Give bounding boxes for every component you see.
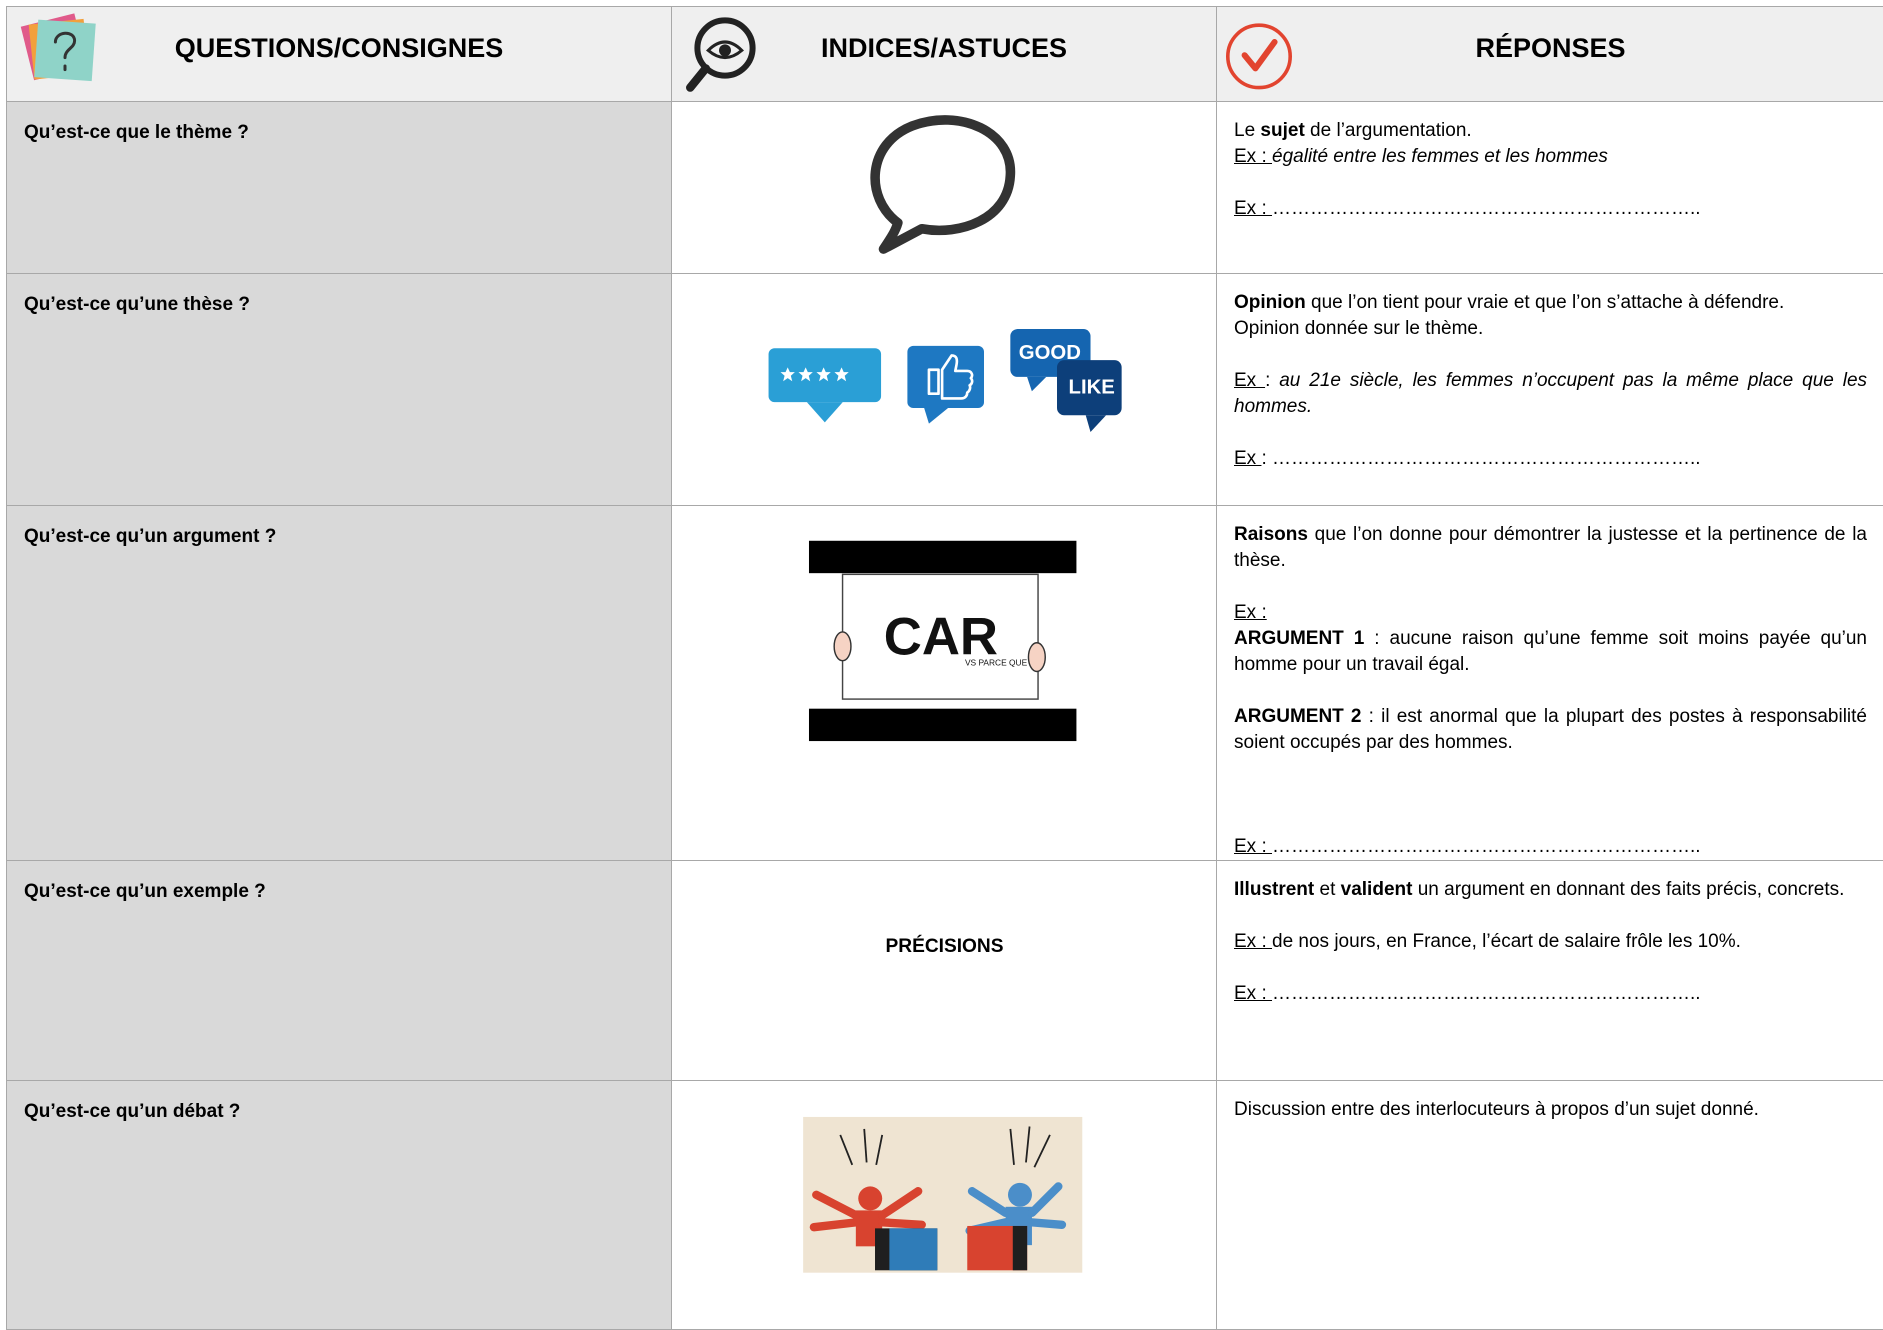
badge-text: GOOD: [1019, 342, 1081, 364]
answer-text: valident: [1341, 879, 1413, 900]
hint: [672, 102, 1217, 274]
column-header: RÉPONSES: [1217, 7, 1883, 102]
answer-text: un argument en donnant des faits précis,…: [1412, 879, 1844, 900]
hint: GOOD LIKE: [672, 274, 1217, 506]
speech-bubble-icon: [672, 102, 1217, 273]
answer-text: Ex: [1234, 448, 1261, 469]
answer-text: …………………………………………………………..: [1272, 983, 1701, 1004]
answer-line: Illustrent et valident un argument en do…: [1234, 877, 1867, 903]
hint: PRÉCISIONS: [672, 861, 1217, 1081]
answer: Illustrent et valident un argument en do…: [1217, 861, 1883, 1081]
answer-paragraph: Ex : au 21e siècle, les femmes n’occupen…: [1234, 368, 1867, 420]
answer-text: Ex :: [1234, 198, 1272, 219]
answer-line: Opinion que l’on tient pour vraie et que…: [1234, 290, 1867, 316]
answer-paragraph: Ex : …………………………………………………………..: [1234, 834, 1867, 860]
answer-line: Ex : …………………………………………………………..: [1234, 834, 1867, 860]
answer-text: de nos jours, en France, l’écart de sala…: [1272, 931, 1741, 952]
row: Qu’est-ce qu’un débat ?: [7, 1081, 1883, 1330]
debate-illustration: [672, 1081, 1217, 1329]
answer-text: Opinion donnée sur le thème.: [1234, 318, 1483, 339]
answer-text: que l’on tient pour vraie et que l’on s’…: [1306, 292, 1785, 313]
answer-paragraph: Ex : …………………………………………………………..: [1234, 446, 1867, 472]
answer-line: Discussion entre des interlocuteurs à pr…: [1234, 1097, 1867, 1123]
answer-paragraph: Ex : …………………………………………………………..: [1234, 196, 1867, 222]
answer-text: …………………………………………………………..: [1272, 198, 1701, 219]
row: Qu’est-ce que le thème ? Le sujet de l’a…: [7, 102, 1883, 274]
column-header: INDICES/ASTUCES: [672, 7, 1217, 102]
hint-text-box: PRÉCISIONS: [672, 861, 1217, 1080]
answer-line: Ex :: [1234, 600, 1867, 626]
answer-text: ARGUMENT 1: [1234, 628, 1364, 649]
answer-paragraph: Discussion entre des interlocuteurs à pr…: [1234, 1097, 1867, 1123]
answer-text: Ex: [1234, 370, 1265, 391]
answer-text: Ex :: [1234, 931, 1272, 952]
answer-paragraph: Raisons que l’on donne pour démontrer la…: [1234, 522, 1867, 574]
answer: Discussion entre des interlocuteurs à pr…: [1217, 1081, 1883, 1330]
answer-text: que l’on donne pour démontrer la justess…: [1234, 524, 1867, 571]
answer-paragraph: Illustrent et valident un argument en do…: [1234, 877, 1867, 903]
answer-text: égalité entre les femmes et les hommes: [1272, 146, 1608, 167]
answer-line: Ex : de nos jours, en France, l’écart de…: [1234, 929, 1867, 955]
row: Qu’est-ce qu’une thèse ? GOOD LIKE: [7, 274, 1883, 506]
answer: Raisons que l’on donne pour démontrer la…: [1217, 506, 1883, 861]
answer-line: ARGUMENT 2 : il est anormal que la plupa…: [1234, 704, 1867, 756]
answer-text: au 21e siècle, les femmes n’occupent pas…: [1234, 370, 1867, 417]
answer-line: Ex : au 21e siècle, les femmes n’occupen…: [1234, 368, 1867, 420]
answer-text: Discussion entre des interlocuteurs à pr…: [1234, 1099, 1759, 1120]
answer-text: Ex :: [1234, 146, 1272, 167]
badge-text: LIKE: [1069, 377, 1115, 399]
car-sign: CAR VS PARCE QUE: [672, 506, 1217, 855]
answer-text: Raisons: [1234, 524, 1308, 545]
answer-line: Opinion donnée sur le thème.: [1234, 316, 1867, 342]
question: Qu’est-ce qu’un exemple ?: [7, 861, 672, 1081]
answer-text: et: [1314, 879, 1340, 900]
lesson-table: QUESTIONS/CONSIGNES INDICES/ASTUCES RÉPO…: [6, 6, 1883, 1330]
question: Qu’est-ce qu’un débat ?: [7, 1081, 672, 1330]
answer-text: Ex :: [1234, 602, 1267, 623]
answer-line: Ex : …………………………………………………………..: [1234, 196, 1867, 222]
answer-line: Ex : …………………………………………………………..: [1234, 446, 1867, 472]
answer: Opinion que l’on tient pour vraie et que…: [1217, 274, 1883, 506]
answer-line: ARGUMENT 1 : aucune raison qu’une femme …: [1234, 626, 1867, 678]
answer-text: sujet: [1260, 120, 1304, 141]
column-header: QUESTIONS/CONSIGNES: [7, 7, 672, 102]
row: Qu’est-ce qu’un exemple ? PRÉCISIONS Ill…: [7, 861, 1883, 1081]
answer-text: Illustrent: [1234, 879, 1314, 900]
answer-paragraph: Opinion que l’on tient pour vraie et que…: [1234, 290, 1867, 342]
answer-paragraph: Ex : ARGUMENT 1 : aucune raison qu’une fe…: [1234, 600, 1867, 678]
sign-subtext: VS PARCE QUE: [965, 658, 1028, 668]
header-row: QUESTIONS/CONSIGNES INDICES/ASTUCES RÉPO…: [7, 7, 1883, 102]
answer-paragraph: Le sujet de l’argumentation.Ex : égalité…: [1234, 118, 1867, 170]
answer-line: Ex : égalité entre les femmes et les hom…: [1234, 144, 1867, 170]
answer-line: Le sujet de l’argumentation.: [1234, 118, 1867, 144]
answer-line: Ex : …………………………………………………………..: [1234, 981, 1867, 1007]
answer-paragraph: ARGUMENT 2 : il est anormal que la plupa…: [1234, 704, 1867, 756]
question: Qu’est-ce que le thème ?: [7, 102, 672, 274]
answer-paragraph: Ex : de nos jours, en France, l’écart de…: [1234, 929, 1867, 955]
answer-paragraph: Ex : …………………………………………………………..: [1234, 981, 1867, 1007]
row: Qu’est-ce qu’un argument ? CAR VS PARCE …: [7, 506, 1883, 861]
hint-text: PRÉCISIONS: [886, 935, 1004, 957]
question: Qu’est-ce qu’une thèse ?: [7, 274, 672, 506]
answer-text: ARGUMENT 2: [1234, 706, 1362, 727]
answer-text: Ex :: [1234, 836, 1272, 857]
answer-text: :: [1265, 370, 1279, 391]
answer-text: …………………………………………………………..: [1272, 836, 1701, 857]
answer-text: de l’argumentation.: [1305, 120, 1472, 141]
answer: Le sujet de l’argumentation.Ex : égalité…: [1217, 102, 1883, 274]
answer-line: Raisons que l’on donne pour démontrer la…: [1234, 522, 1867, 574]
hint: CAR VS PARCE QUE: [672, 506, 1217, 861]
hint: [672, 1081, 1217, 1330]
question: Qu’est-ce qu’un argument ?: [7, 506, 672, 861]
rating-icons: GOOD LIKE: [672, 274, 1217, 505]
answer-text: Le: [1234, 120, 1260, 141]
answer-text: Opinion: [1234, 292, 1306, 313]
answer-text: : …………………………………………………………..: [1261, 448, 1700, 469]
answer-text: Ex :: [1234, 983, 1272, 1004]
